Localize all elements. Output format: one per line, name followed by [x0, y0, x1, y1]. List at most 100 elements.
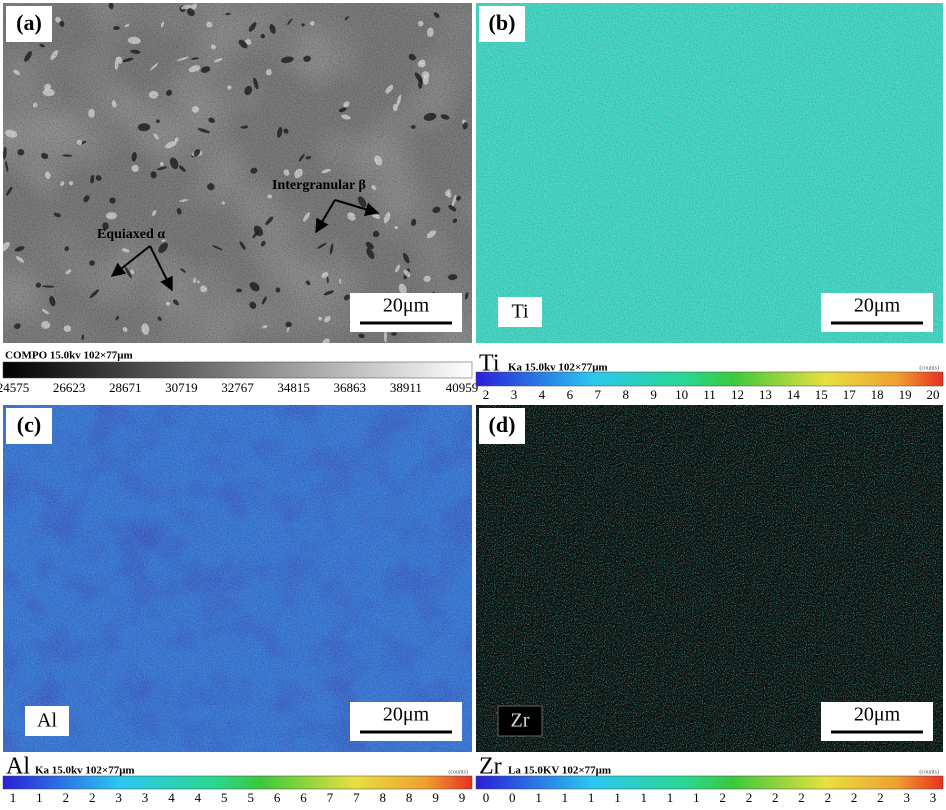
colorbar-unit: (counts) [919, 768, 939, 775]
colorbar-tick-label: 2 [483, 387, 490, 402]
colorbar-tick-label: 18 [871, 387, 884, 402]
colorbar [475, 775, 944, 790]
colorbar-tick-label: 19 [899, 387, 912, 402]
colorbar-tick-label: 6 [274, 790, 281, 805]
texture [476, 3, 943, 343]
colorbar-tick-label: 3 [930, 790, 937, 805]
caption: La 15.0KV 102×77μm [508, 765, 611, 777]
colorbar-tick-label: 5 [221, 790, 228, 805]
arrow [149, 245, 173, 292]
colorbar-tick-label: 24575 [0, 380, 29, 395]
colorbar-tick-label: 9 [650, 387, 657, 402]
colorbar-tick-label: 1 [641, 790, 648, 805]
panel-label-box [479, 408, 525, 444]
panel-c [3, 405, 472, 752]
colorbar-tick-label: 26623 [53, 380, 86, 395]
scale-bar-box [350, 293, 462, 332]
texture [3, 3, 472, 343]
colorbar-tick-label: 9 [459, 790, 466, 805]
caption: Ka 15.0kv 102×77μm [35, 765, 135, 777]
colorbar-tick-label: 11 [703, 387, 716, 402]
panel-label-box [6, 6, 52, 42]
colorbar-tick-label: 2 [825, 790, 832, 805]
caption-element: Ti [479, 351, 500, 377]
caption-element: Zr [479, 754, 502, 780]
colorbar-tick-label: 7 [327, 790, 334, 805]
colorbar-tick-label: 2 [89, 790, 96, 805]
colorbar-tick-label: 9 [432, 790, 439, 805]
element-label: Zr [511, 710, 530, 732]
scale-bar-label: 20μm [383, 295, 430, 317]
colorbar-tick-label: 10 [675, 387, 688, 402]
colorbar-tick-label: 1 [693, 790, 700, 805]
colorbar-tick-label: 2 [719, 790, 726, 805]
colorbar-tick-label: 3 [903, 790, 910, 805]
colorbar-tick-label: 14 [787, 387, 801, 402]
colorbar-tick-label: 2 [63, 790, 70, 805]
scale-bar-box [350, 702, 462, 741]
element-label-box [497, 705, 543, 737]
colorbar [2, 361, 473, 379]
colorbar-tick-label: 40959 [446, 380, 479, 395]
scale-bar-label: 20μm [854, 295, 901, 317]
colorbar-tick-label: 4 [195, 790, 202, 805]
colorbar-tick-label: 32767 [221, 380, 254, 395]
colorbar-tick-label: 1 [10, 790, 17, 805]
panel-label-box [6, 408, 52, 444]
colorbar-tick-label: 2 [772, 790, 779, 805]
colorbar-tick-label: 1 [535, 790, 542, 805]
caption: Ka 15.0kv 102×77μm [508, 362, 608, 374]
scale-bar-box [821, 293, 933, 332]
colorbar-tick-label: 4 [539, 387, 546, 402]
colorbar-tick-label: 8 [380, 790, 387, 805]
annotation: Intergranular β [272, 178, 366, 193]
colorbar-tick-label: 1 [588, 790, 595, 805]
colorbar-tick-label: 1 [562, 790, 569, 805]
panel-b [476, 3, 943, 343]
caption-element: Al [6, 754, 30, 780]
element-label: Al [37, 710, 57, 732]
colorbar-tick-label: 36863 [334, 380, 367, 395]
arrow [315, 199, 336, 234]
colorbar-tick-label: 28671 [109, 380, 142, 395]
colorbar-tick-label: 12 [731, 387, 744, 402]
scale-bar-box [821, 702, 933, 741]
colorbar-tick-label: 0 [509, 790, 516, 805]
element-label-box [25, 706, 69, 736]
colorbar-tick-label: 6 [300, 790, 307, 805]
colorbar-tick-label: 0 [483, 790, 490, 805]
element-label: Ti [511, 301, 529, 323]
colorbar [2, 775, 473, 790]
arrow [334, 199, 380, 217]
colorbar-unit: (counts) [448, 768, 468, 775]
colorbar-tick-label: 8 [622, 387, 629, 402]
colorbar-tick-label: 5 [247, 790, 254, 805]
texture [3, 405, 472, 752]
panel-label-box [479, 6, 525, 42]
colorbar-tick-label: 2 [746, 790, 753, 805]
texture [476, 405, 943, 752]
colorbar-tick-label: 1 [667, 790, 674, 805]
panel-label: (d) [489, 412, 516, 437]
colorbar-tick-label: 15 [815, 387, 828, 402]
annotation: Equiaxed α [97, 227, 165, 242]
scale-bar-label: 20μm [854, 704, 901, 726]
colorbar-tick-label: 2 [851, 790, 858, 805]
colorbar-tick-label: 13 [759, 387, 772, 402]
panel-label: (a) [16, 10, 42, 35]
colorbar-tick-label: 7 [595, 387, 602, 402]
colorbar-tick-label: 34815 [277, 380, 310, 395]
colorbar-tick-label: 3 [142, 790, 149, 805]
colorbar-tick-label: 2 [798, 790, 805, 805]
colorbar-tick-label: 38911 [390, 380, 422, 395]
scale-bar-label: 20μm [383, 704, 430, 726]
colorbar-unit: (counts) [919, 364, 939, 371]
colorbar-tick-label: 7 [353, 790, 360, 805]
colorbar-tick-label: 30719 [165, 380, 198, 395]
colorbar-tick-label: 4 [168, 790, 175, 805]
colorbar-tick-label: 6 [567, 387, 574, 402]
panel-label: (b) [489, 10, 516, 35]
colorbar-tick-label: 2 [877, 790, 884, 805]
